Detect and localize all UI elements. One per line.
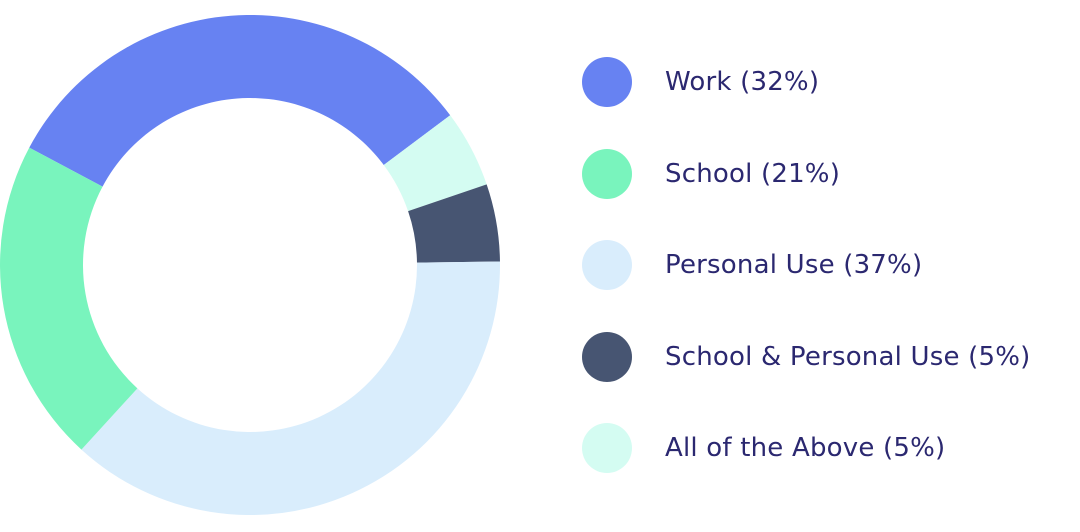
legend-item-all-of-the-above: All of the Above (5%) (582, 422, 1080, 474)
legend-swatch-work (582, 57, 632, 107)
slice-personal-use (81, 262, 500, 515)
slice-school (0, 148, 137, 450)
legend-label-work: Work (32%) (665, 67, 819, 97)
legend-label-personal-use: Personal Use (37%) (665, 250, 922, 280)
legend-swatch-school-and-personal-use (582, 332, 632, 382)
legend-item-personal-use: Personal Use (37%) (582, 239, 1080, 291)
legend-label-school-and-personal-use: School & Personal Use (5%) (665, 342, 1030, 372)
chart-legend: Work (32%) School (21%) Personal Use (37… (582, 56, 1080, 514)
slice-work (29, 15, 450, 187)
legend-swatch-personal-use (582, 240, 632, 290)
legend-swatch-school (582, 149, 632, 199)
legend-label-school: School (21%) (665, 159, 840, 189)
legend-item-school-and-personal-use: School & Personal Use (5%) (582, 331, 1080, 383)
legend-swatch-all-of-the-above (582, 423, 632, 473)
donut-chart (0, 0, 520, 532)
legend-label-all-of-the-above: All of the Above (5%) (665, 433, 945, 463)
legend-item-work: Work (32%) (582, 56, 1080, 108)
legend-item-school: School (21%) (582, 148, 1080, 200)
